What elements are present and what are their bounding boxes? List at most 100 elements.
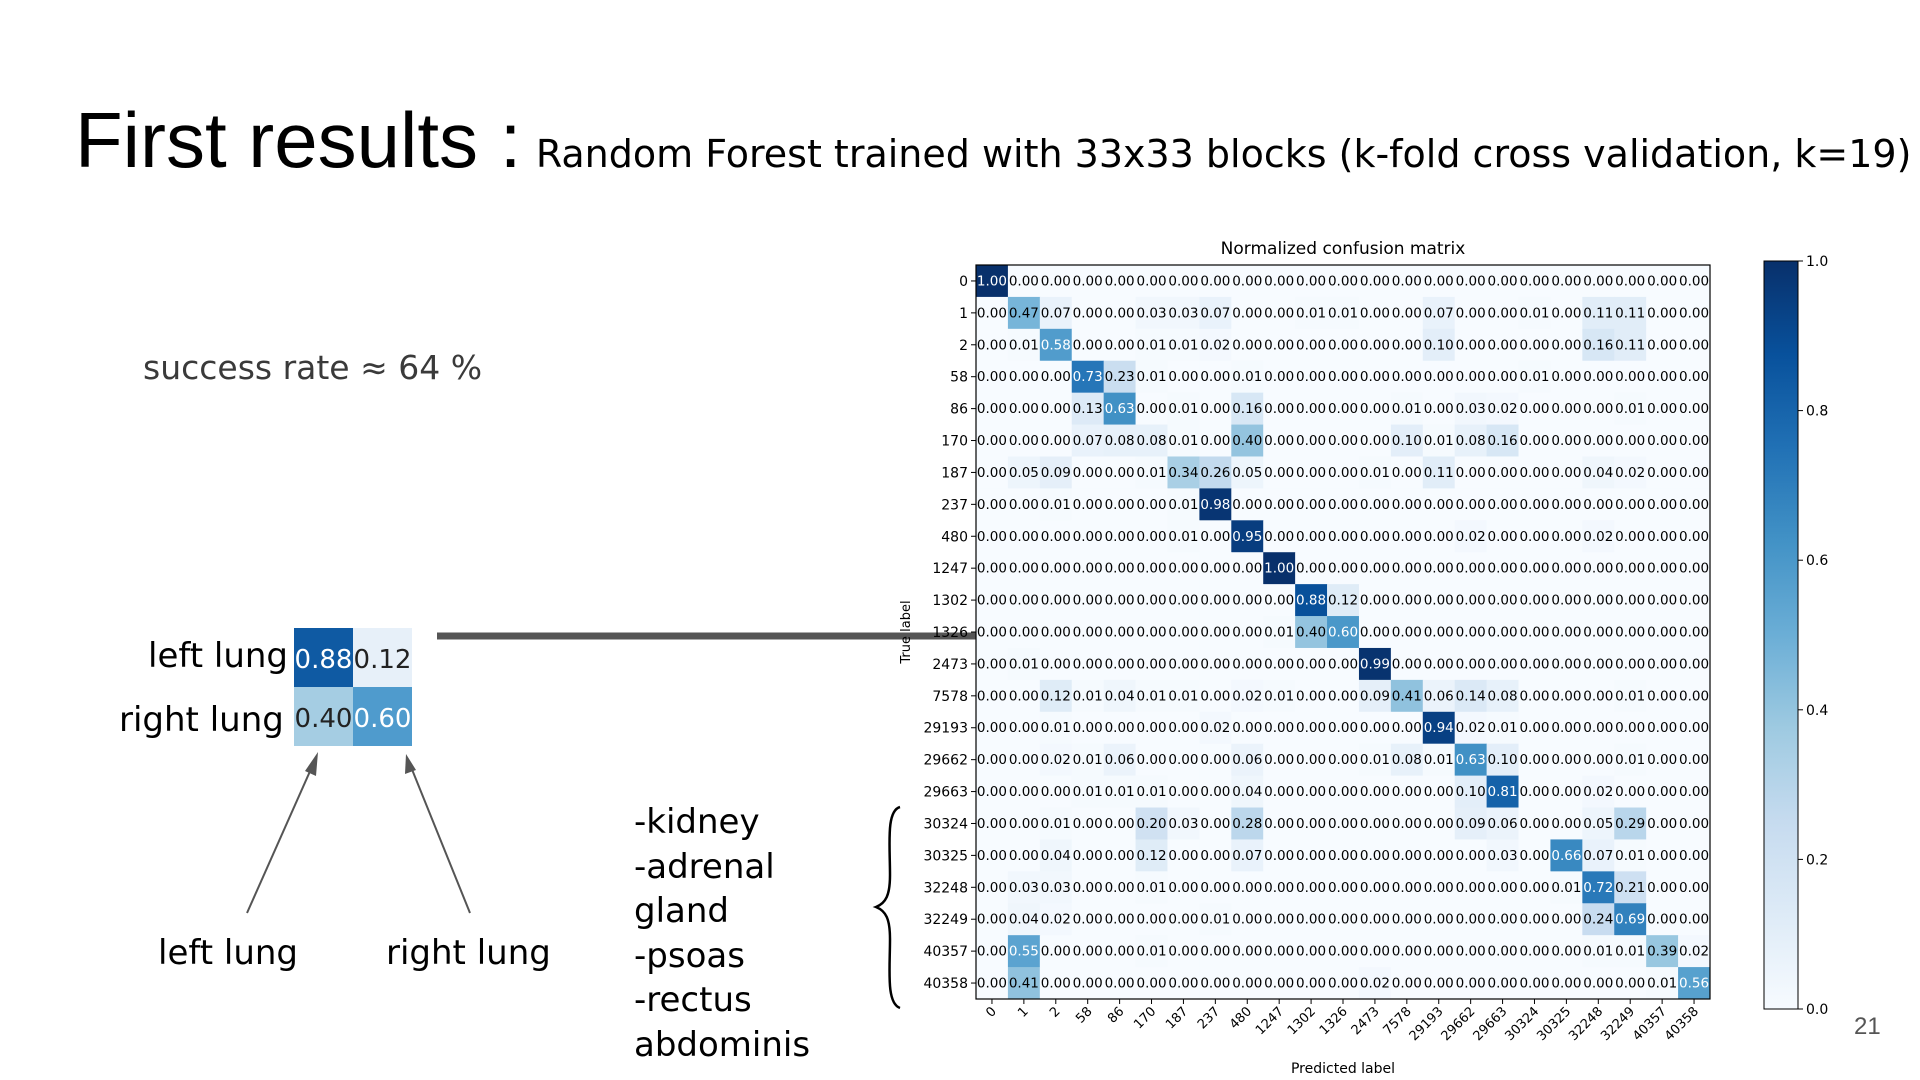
matrix-cell — [1614, 296, 1647, 330]
cell-value: 0.00 — [1488, 944, 1518, 960]
cell-value: 0.39 — [1647, 944, 1677, 960]
matrix-cell — [1454, 424, 1488, 457]
matrix-cell — [976, 807, 1009, 840]
matrix-cell — [1582, 871, 1615, 904]
matrix-cell — [1007, 328, 1041, 362]
matrix-cell — [1422, 360, 1456, 394]
cell-value: 0.88 — [1296, 593, 1326, 609]
matrix-cell — [1327, 328, 1360, 362]
matrix-cell — [1550, 616, 1583, 649]
matrix-cell — [1358, 871, 1392, 904]
matrix-cell — [1550, 265, 1583, 298]
cell-value: 0.00 — [1488, 912, 1518, 928]
matrix-cell — [1614, 360, 1647, 394]
matrix-cell — [1103, 392, 1136, 425]
cell-value: 0.00 — [1488, 465, 1518, 481]
cell-value: 0.63 — [1456, 752, 1486, 768]
cell-value: 0.26 — [1200, 465, 1230, 481]
matrix-cell — [1295, 839, 1328, 872]
matrix-cell — [1167, 775, 1200, 808]
matrix-cell — [1518, 775, 1551, 808]
matrix-cell — [1263, 967, 1296, 1000]
matrix-cell — [1518, 584, 1551, 617]
matrix-cell — [1103, 807, 1136, 840]
cell-value: 0.05 — [1009, 465, 1039, 481]
cell-value: 0.00 — [1647, 305, 1677, 321]
matrix-cell — [1614, 967, 1647, 1000]
cell-value: 0.00 — [1009, 816, 1039, 832]
matrix-cell — [1614, 616, 1647, 649]
cell-value: 0.10 — [1456, 784, 1486, 800]
matrix-cell — [1422, 265, 1456, 298]
cell-value: 0.00 — [1615, 976, 1645, 992]
matrix-cell — [1678, 265, 1711, 298]
cell-value: 0.00 — [1296, 529, 1326, 545]
cell-value: 0.00 — [1296, 656, 1326, 672]
matrix-cell — [1263, 679, 1296, 713]
cell-value: 0.00 — [1073, 625, 1103, 641]
cell-value: 0.00 — [1679, 880, 1709, 896]
cell-value: 0.00 — [1519, 401, 1549, 417]
cell-value: 0.01 — [1105, 784, 1135, 800]
cell-value: 0.13 — [1073, 401, 1103, 417]
cell-value: 0.00 — [1009, 720, 1039, 736]
matrix-cell — [1614, 775, 1647, 808]
matrix-cell — [1582, 647, 1615, 681]
matrix-cell — [1327, 807, 1360, 840]
cell-value: 0.00 — [1073, 529, 1103, 545]
matrix-cell — [1550, 807, 1583, 840]
matrix-cell — [1454, 807, 1488, 840]
matrix-cell — [1039, 679, 1073, 713]
matrix-cell — [1678, 456, 1711, 489]
matrix-cell — [1486, 903, 1519, 936]
cell-value: 0.00 — [1296, 688, 1326, 704]
y-tick-label: 1 — [959, 306, 968, 322]
y-tick-label: 32248 — [923, 880, 968, 896]
y-tick-label: 2473 — [932, 657, 968, 673]
matrix-cell — [1390, 935, 1424, 968]
cell-value: 0.00 — [1232, 305, 1262, 321]
cell-value: 0.00 — [977, 529, 1007, 545]
cell-value: 0.00 — [1679, 497, 1709, 513]
cell-value: 0.00 — [1583, 688, 1613, 704]
matrix-cell — [1646, 647, 1679, 681]
cell-value: 0.00 — [1073, 465, 1103, 481]
cell-value: 0.16 — [1583, 337, 1613, 353]
cell-value: 0.00 — [1392, 944, 1422, 960]
matrix-cell — [1295, 456, 1328, 489]
cell-value: 0.01 — [1073, 784, 1103, 800]
matrix-cell — [1263, 456, 1296, 489]
matrix-cell — [1231, 839, 1264, 872]
cell-value: 0.00 — [1264, 880, 1294, 896]
x-tick-label: 30324 — [1502, 1004, 1542, 1044]
cell-value: 0.00 — [1615, 625, 1645, 641]
cell-value: 0.00 — [1615, 369, 1645, 385]
cell-value: 0.00 — [1232, 625, 1262, 641]
cell-value: 0.02 — [1615, 465, 1645, 481]
matrix-cell — [1103, 743, 1136, 777]
matrix-cell — [1518, 392, 1551, 425]
matrix-cell — [1199, 552, 1232, 585]
matrix-cell — [1518, 839, 1551, 872]
matrix-cell — [1199, 839, 1232, 872]
cell-value: 0.12 — [1328, 593, 1358, 609]
cell-value: 0.00 — [1679, 593, 1709, 609]
matrix-cell — [1358, 552, 1392, 585]
matrix-cell — [1390, 839, 1424, 872]
matrix-cell — [1231, 552, 1264, 585]
cell-value: 0.01 — [1424, 752, 1454, 768]
x-tick-label: 0 — [983, 1004, 999, 1020]
cell-value: 0.01 — [1168, 401, 1198, 417]
colorbar-tick-label: 0.0 — [1806, 1002, 1828, 1018]
cell-value: 0.00 — [1647, 656, 1677, 672]
cell-value: 0.00 — [1328, 656, 1358, 672]
matrix-cell — [1231, 360, 1264, 394]
matrix-cell — [1678, 871, 1711, 904]
matrix-cell — [1039, 616, 1073, 649]
cell-value: 0.00 — [1519, 816, 1549, 832]
cell-value: 0.00 — [1360, 529, 1390, 545]
matrix-cell — [1550, 871, 1583, 904]
cell-value: 0.00 — [1519, 688, 1549, 704]
matrix-cell — [1071, 807, 1105, 840]
cell-value: 0.00 — [1136, 720, 1166, 736]
